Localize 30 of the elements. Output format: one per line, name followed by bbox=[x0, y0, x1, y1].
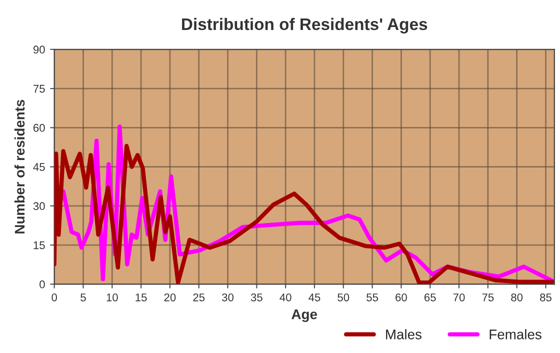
x-tick-label: 25 bbox=[193, 293, 205, 302]
x-tick-label: 65 bbox=[424, 293, 436, 302]
x-tick-label: 35 bbox=[250, 293, 262, 302]
x-tick-label: 50 bbox=[338, 293, 350, 302]
x-tick-label: 70 bbox=[453, 293, 465, 302]
x-tick-label: 0 bbox=[52, 293, 57, 302]
x-tick-label: 80 bbox=[511, 293, 523, 302]
x-tick-label: 10 bbox=[106, 293, 118, 302]
x-tick-label: 15 bbox=[136, 294, 147, 302]
x-tick-label: 55 bbox=[366, 294, 378, 302]
chart-title: Distribution of Residents' Ages bbox=[182, 18, 428, 34]
x-tick-label: 85 bbox=[540, 293, 552, 302]
y-tick-label: 60 bbox=[34, 124, 45, 132]
legend-label: Females bbox=[490, 329, 542, 340]
y-tick-label: 30 bbox=[33, 202, 45, 210]
y-tick-label: 0 bbox=[40, 280, 45, 288]
y-axis-title: Number of residents bbox=[14, 100, 25, 234]
y-tick-label: 15 bbox=[34, 241, 45, 250]
y-tick-label: 45 bbox=[33, 163, 45, 171]
x-tick-label: 40 bbox=[280, 293, 292, 302]
x-axis-title: Age bbox=[292, 310, 318, 322]
x-tick-label: 75 bbox=[482, 294, 494, 302]
legend-label: Males bbox=[386, 329, 422, 340]
x-tick-label: 30 bbox=[222, 293, 234, 302]
x-tick-label: 45 bbox=[308, 294, 320, 302]
x-tick-label: 60 bbox=[396, 293, 407, 302]
x-tick-label: 5 bbox=[80, 294, 86, 302]
x-tick-label: 20 bbox=[164, 293, 176, 302]
y-tick-label: 75 bbox=[34, 84, 45, 93]
y-tick-label: 90 bbox=[33, 46, 45, 54]
